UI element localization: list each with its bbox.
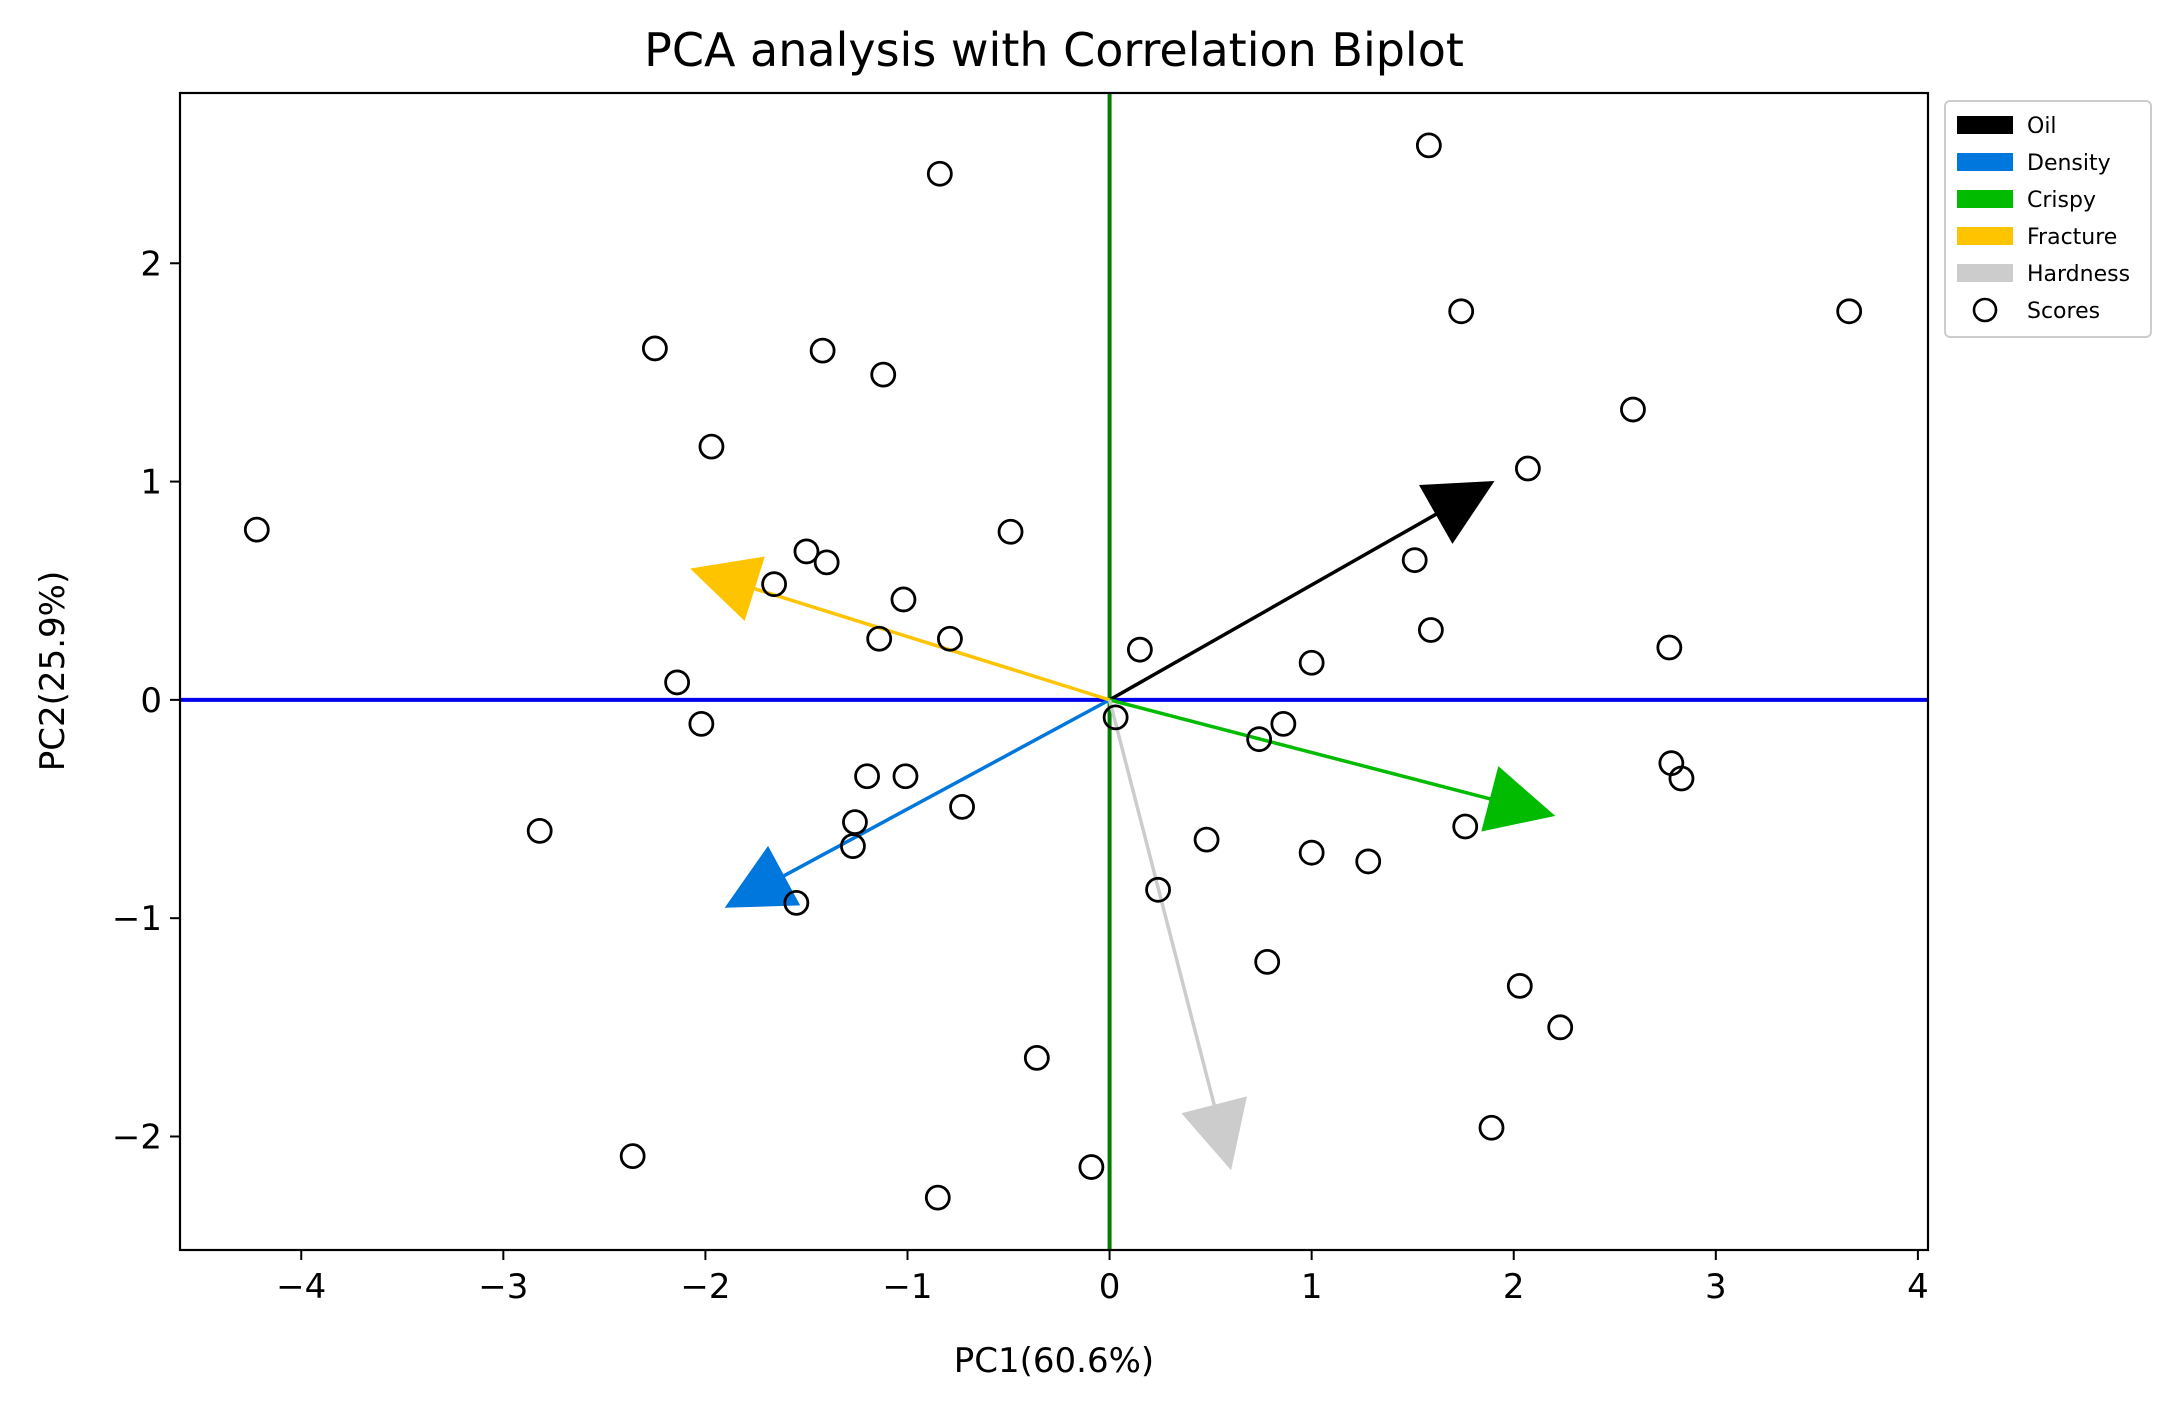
y-axis: −2 −1 0 1 2 bbox=[112, 244, 180, 1157]
score-point bbox=[1401, 547, 1428, 574]
x-tick-label: −1 bbox=[882, 1267, 932, 1307]
score-point bbox=[892, 763, 919, 790]
score-point bbox=[1246, 726, 1273, 753]
score-point bbox=[870, 361, 897, 388]
loading-arrow-fracture bbox=[690, 556, 1111, 702]
score-point bbox=[1417, 617, 1444, 643]
score-point bbox=[840, 833, 866, 860]
score-point bbox=[1078, 1154, 1105, 1180]
score-point bbox=[809, 337, 836, 364]
score-point bbox=[924, 1184, 951, 1211]
score-point bbox=[1452, 813, 1479, 840]
x-tick-label: 0 bbox=[1099, 1267, 1121, 1307]
legend-item-crispy: Crispy bbox=[1957, 188, 2096, 213]
legend-label: Scores bbox=[2027, 299, 2100, 324]
score-point bbox=[842, 809, 868, 836]
legend-swatch bbox=[1957, 190, 2013, 208]
score-point bbox=[1298, 649, 1325, 676]
score-point bbox=[1620, 396, 1646, 423]
legend-label: Density bbox=[2027, 151, 2111, 176]
legend-label: Crispy bbox=[2027, 188, 2096, 213]
score-point bbox=[1836, 298, 1863, 325]
score-point bbox=[926, 160, 953, 187]
score-point bbox=[664, 669, 691, 696]
y-axis-label: PC2(25.9%) bbox=[33, 571, 73, 771]
x-tick-label: −3 bbox=[478, 1267, 528, 1307]
score-point bbox=[1547, 1014, 1574, 1041]
x-tick-label: 4 bbox=[1907, 1267, 1929, 1307]
score-point bbox=[1478, 1114, 1505, 1141]
x-tick-label: 3 bbox=[1705, 1267, 1727, 1307]
x-tick-label: −4 bbox=[276, 1267, 326, 1307]
chart-title: PCA analysis with Correlation Biplot bbox=[644, 23, 1464, 77]
score-point bbox=[641, 335, 668, 362]
y-tick-label: 1 bbox=[140, 463, 162, 503]
x-tick-label: −2 bbox=[680, 1267, 730, 1307]
x-tick-label: 2 bbox=[1503, 1267, 1525, 1307]
score-point bbox=[761, 571, 788, 598]
score-point bbox=[526, 817, 553, 844]
loading-arrow-crispy bbox=[1109, 698, 1556, 832]
loading-arrow-hardness bbox=[1107, 699, 1247, 1171]
loading-arrow-density bbox=[724, 698, 1111, 908]
score-point bbox=[1668, 765, 1695, 792]
score-point bbox=[1270, 710, 1297, 737]
legend-item-oil: Oil bbox=[1957, 114, 2057, 139]
legend-swatch bbox=[1957, 116, 2013, 134]
score-point bbox=[854, 763, 880, 790]
y-tick-label: −2 bbox=[112, 1117, 162, 1157]
score-point bbox=[243, 516, 270, 543]
x-axis-label: PC1(60.6%) bbox=[954, 1341, 1154, 1381]
score-point bbox=[1514, 455, 1541, 482]
y-tick-label: 0 bbox=[140, 681, 162, 721]
score-point bbox=[813, 549, 840, 576]
plot-frame bbox=[178, 91, 1930, 1252]
legend-swatch bbox=[1957, 227, 2013, 245]
score-point bbox=[1126, 636, 1153, 663]
loading-arrow-oil bbox=[1108, 481, 1495, 702]
y-tick-label: −1 bbox=[112, 899, 162, 939]
score-point bbox=[866, 625, 893, 652]
score-point bbox=[1023, 1044, 1050, 1071]
legend-item-scores: Scores bbox=[1972, 297, 2100, 324]
score-point bbox=[793, 538, 820, 565]
legend-label: Oil bbox=[2027, 114, 2057, 139]
legend: Oil Density Crispy Fracture Hardness Scores bbox=[1944, 100, 2152, 338]
x-axis: −4 −3 −2 −1 0 1 2 3 4 bbox=[276, 1250, 1929, 1307]
score-point bbox=[1102, 704, 1129, 731]
score-point bbox=[890, 586, 917, 613]
score-point bbox=[1448, 298, 1475, 325]
legend-item-density: Density bbox=[1957, 151, 2111, 176]
score-point bbox=[1145, 876, 1171, 903]
score-point bbox=[1193, 826, 1220, 853]
score-point bbox=[1355, 848, 1382, 875]
legend-item-hardness: Hardness bbox=[1957, 262, 2130, 287]
x-tick-label: 1 bbox=[1301, 1267, 1323, 1307]
score-point bbox=[1415, 132, 1442, 159]
legend-marker bbox=[1972, 297, 1998, 323]
score-point bbox=[997, 518, 1024, 545]
score-point bbox=[1656, 634, 1683, 661]
legend-swatch bbox=[1957, 153, 2013, 171]
score-point bbox=[949, 793, 975, 820]
legend-label: Fracture bbox=[2027, 225, 2117, 250]
score-point bbox=[1506, 972, 1533, 999]
score-point bbox=[698, 433, 725, 460]
legend-item-fracture: Fracture bbox=[1957, 225, 2117, 250]
score-point bbox=[1298, 839, 1325, 866]
score-point bbox=[619, 1143, 646, 1170]
legend-label: Hardness bbox=[2027, 262, 2130, 287]
plot-area bbox=[180, 93, 1928, 1250]
y-tick-label: 2 bbox=[140, 244, 162, 284]
legend-swatch bbox=[1957, 264, 2013, 282]
score-point bbox=[783, 890, 810, 916]
score-point bbox=[1254, 948, 1281, 975]
score-point bbox=[937, 625, 963, 652]
score-point bbox=[688, 710, 715, 737]
